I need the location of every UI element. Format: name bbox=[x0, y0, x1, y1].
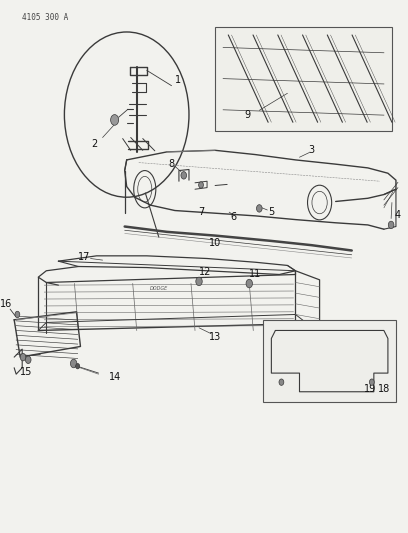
Circle shape bbox=[279, 379, 284, 385]
Circle shape bbox=[246, 279, 253, 288]
Text: 3: 3 bbox=[308, 146, 315, 155]
Circle shape bbox=[196, 277, 202, 286]
Circle shape bbox=[369, 379, 374, 385]
Text: 5: 5 bbox=[268, 207, 275, 217]
Bar bbox=[215, 27, 392, 131]
Text: 16: 16 bbox=[0, 299, 12, 309]
Text: 19: 19 bbox=[364, 384, 376, 394]
Circle shape bbox=[388, 221, 394, 229]
Text: 4105 300 A: 4105 300 A bbox=[22, 13, 69, 22]
Circle shape bbox=[181, 172, 186, 179]
Text: 14: 14 bbox=[109, 373, 121, 382]
Text: 18: 18 bbox=[378, 384, 390, 394]
Circle shape bbox=[199, 182, 204, 188]
Text: 13: 13 bbox=[209, 332, 221, 342]
Text: 1: 1 bbox=[175, 75, 181, 85]
Circle shape bbox=[75, 364, 80, 369]
Text: 2: 2 bbox=[91, 139, 98, 149]
Circle shape bbox=[257, 205, 262, 212]
Text: 12: 12 bbox=[199, 267, 211, 277]
Text: 7: 7 bbox=[198, 207, 204, 217]
Text: 9: 9 bbox=[244, 110, 251, 119]
Text: 17: 17 bbox=[78, 252, 91, 262]
Text: 4: 4 bbox=[395, 210, 401, 220]
Circle shape bbox=[20, 353, 26, 361]
Text: DODGE: DODGE bbox=[150, 286, 168, 292]
Circle shape bbox=[71, 359, 77, 368]
Text: 8: 8 bbox=[169, 159, 175, 169]
Circle shape bbox=[15, 311, 20, 318]
Bar bbox=[263, 320, 396, 402]
Text: 15: 15 bbox=[20, 367, 32, 377]
Circle shape bbox=[111, 115, 119, 125]
Circle shape bbox=[25, 356, 31, 364]
Text: 11: 11 bbox=[249, 270, 262, 279]
Text: 10: 10 bbox=[209, 238, 221, 247]
Text: 6: 6 bbox=[230, 212, 236, 222]
